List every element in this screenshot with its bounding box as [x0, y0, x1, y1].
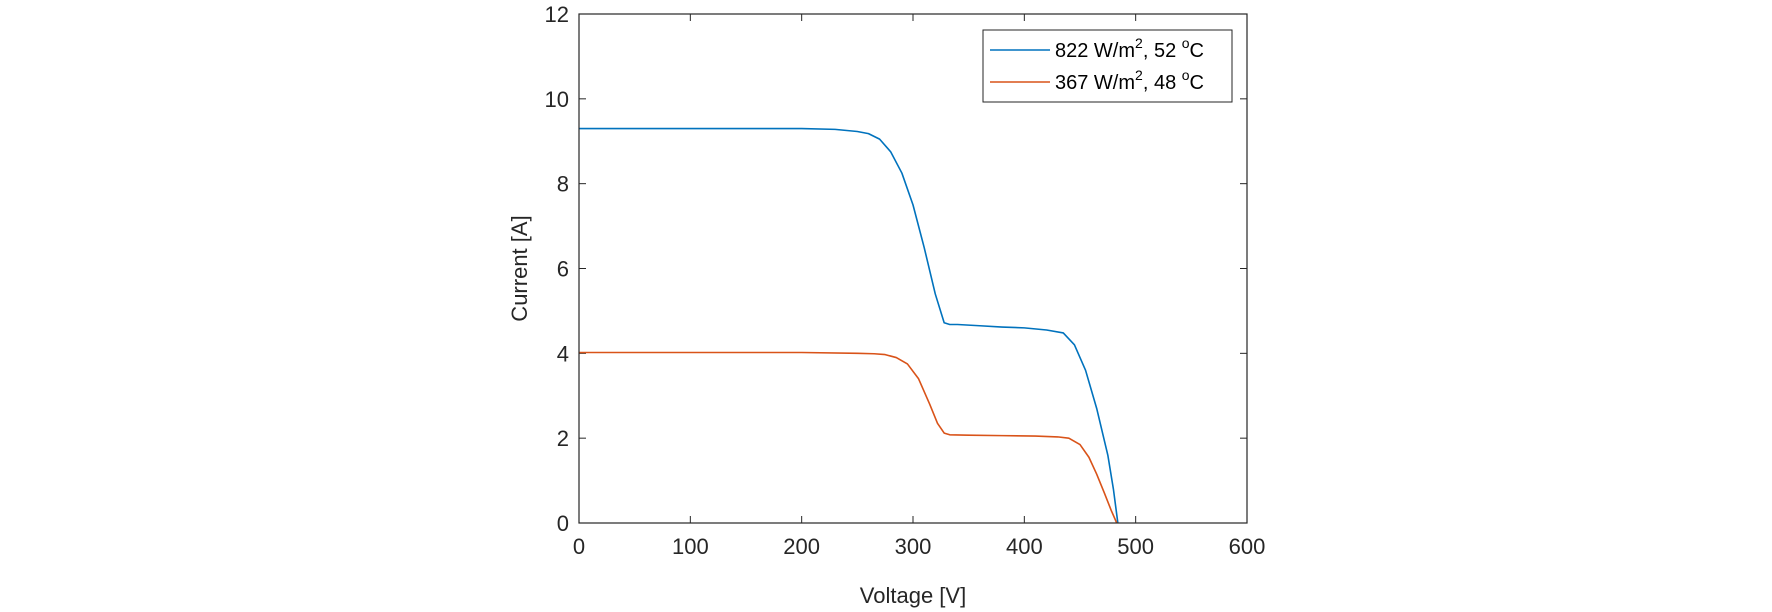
- y-tick-label: 8: [557, 172, 569, 197]
- legend-box: [982, 29, 1233, 103]
- y-tick-label: 4: [557, 341, 569, 366]
- legend-label-part: o: [1182, 67, 1190, 83]
- series-line-1: [579, 127, 1119, 524]
- plot-frame: [578, 13, 1248, 524]
- y-tick-label: 0: [557, 511, 569, 536]
- y-tick-label: 12: [545, 2, 569, 27]
- y-tick-label: 2: [557, 426, 569, 451]
- legend-label-part: o: [1182, 35, 1190, 51]
- x-tick-labels: 0 100 200 300 400 500 600: [573, 534, 1265, 559]
- y-tick-labels: 0 2 4 6 8 10 12: [545, 2, 569, 536]
- x-tick-label: 200: [783, 534, 820, 559]
- legend-label-part: 367 W/m: [1055, 72, 1135, 94]
- y-tick-label: 10: [545, 87, 569, 112]
- series-line-2: [579, 351, 1118, 524]
- legend-label-part: 2: [1135, 67, 1143, 83]
- legend-label-1: 822 W/m2, 52 oC: [1055, 35, 1204, 62]
- legend-label-part: C: [1190, 40, 1204, 62]
- x-tick-label: 400: [1006, 534, 1043, 559]
- legend-label-part: , 48: [1143, 72, 1182, 94]
- legend-label-2: 367 W/m2, 48 oC: [1055, 67, 1204, 94]
- x-tick-label: 300: [895, 534, 932, 559]
- x-axis-label: Voltage [V]: [860, 583, 966, 608]
- x-tick-label: 0: [573, 534, 585, 559]
- legend-label-part: C: [1190, 72, 1204, 94]
- x-tick-label: 500: [1117, 534, 1154, 559]
- y-tick-label: 6: [557, 257, 569, 282]
- series-layer: [579, 127, 1119, 524]
- y-axis-label: Current [A]: [507, 215, 532, 321]
- x-tick-label: 600: [1229, 534, 1266, 559]
- legend-label-part: 822 W/m: [1055, 40, 1135, 62]
- legend-label-part: 2: [1135, 35, 1143, 51]
- legend-label-part: , 52: [1143, 40, 1182, 62]
- x-tick-label: 100: [672, 534, 709, 559]
